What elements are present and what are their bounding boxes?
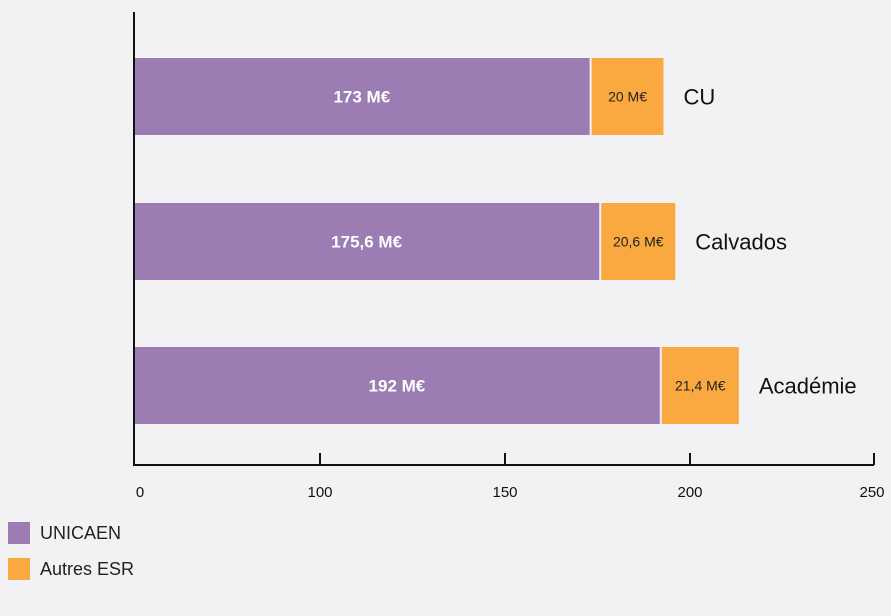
data-label-autres-esr-calvados: 20,6 M€ bbox=[613, 234, 664, 250]
x-tick-label-150: 150 bbox=[492, 484, 517, 501]
x-tick-label-100: 100 bbox=[307, 484, 332, 501]
legend-swatch-unicaen bbox=[8, 522, 30, 544]
legend-label-autres-esr: Autres ESR bbox=[40, 558, 135, 579]
data-label-unicaen-academie: 192 M€ bbox=[369, 377, 426, 396]
category-label-calvados: Calvados bbox=[695, 230, 787, 255]
bar-autres-esr-cu bbox=[591, 58, 664, 135]
x-tick-label-250: 250 bbox=[859, 484, 884, 501]
data-label-autres-esr-academie: 21,4 M€ bbox=[675, 378, 726, 394]
bar-unicaen-academie bbox=[134, 347, 660, 424]
legend-item-unicaen: UNICAEN bbox=[8, 522, 134, 544]
bar-autres-esr-calvados bbox=[601, 203, 676, 280]
data-label-unicaen-calvados: 175,6 M€ bbox=[331, 233, 402, 252]
legend-item-autres-esr: Autres ESR bbox=[8, 558, 134, 580]
category-label-cu: CU bbox=[683, 85, 715, 110]
bar-autres-esr-academie bbox=[661, 347, 739, 424]
legend-label-unicaen: UNICAEN bbox=[40, 522, 122, 543]
x-tick-label-200: 200 bbox=[677, 484, 702, 501]
legend-swatch-autres-esr bbox=[8, 558, 30, 580]
category-label-academie: Académie bbox=[759, 374, 857, 399]
data-label-autres-esr-cu: 20 M€ bbox=[608, 89, 647, 105]
bar-unicaen-cu bbox=[134, 58, 590, 135]
data-label-unicaen-cu: 173 M€ bbox=[333, 88, 390, 107]
x-tick-label-0: 0 bbox=[136, 484, 144, 501]
legend: UNICAEN Autres ESR bbox=[8, 522, 134, 594]
bar-unicaen-calvados bbox=[134, 203, 600, 280]
stacked-bar-chart: 0 100 150 200 250 173 M€ 20 M€ CU 175,6 M€ 20,6 … bbox=[133, 12, 885, 501]
